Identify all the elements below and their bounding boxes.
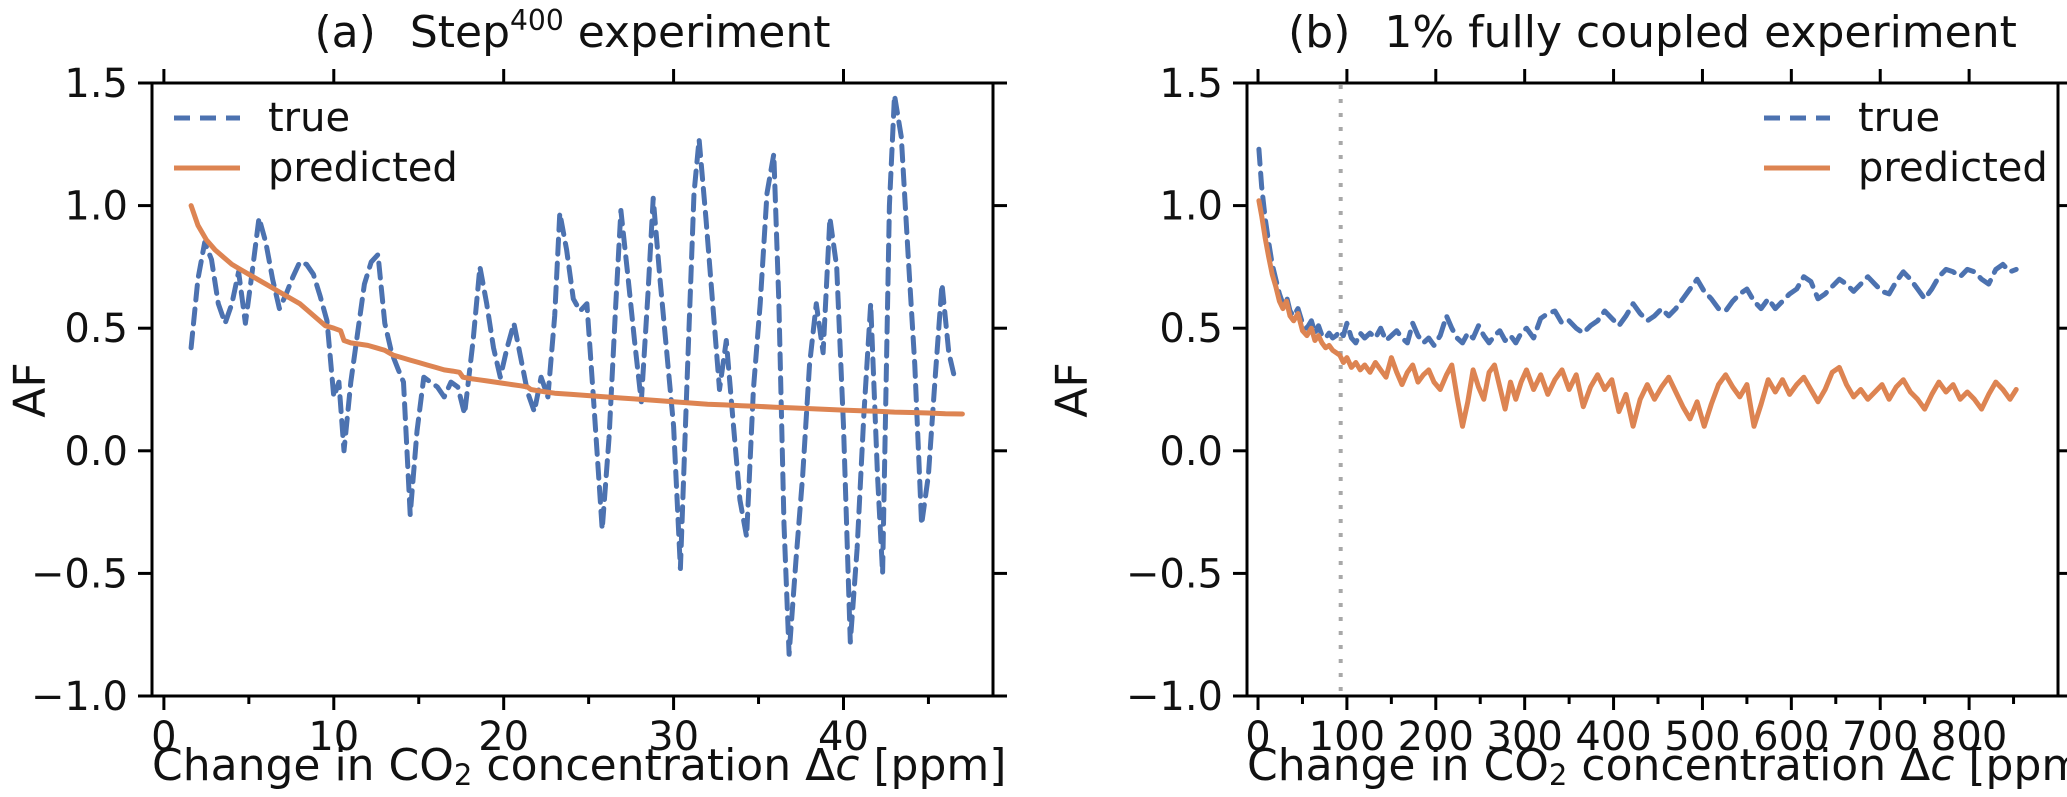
x-tick-label: 800: [1931, 714, 2007, 760]
panel-b-title-prefix: (b): [1288, 6, 1351, 58]
x-tick-label: 300: [1487, 714, 1563, 760]
x-tick-label: 30: [648, 714, 699, 760]
x-tick-label: 10: [308, 714, 359, 760]
true-dashed-line-sample: [174, 115, 240, 121]
panel-b-xlabel-italic-c: c: [1930, 740, 1955, 791]
y-tick-label: 0.0: [64, 429, 128, 475]
x-tick-label: 700: [1842, 714, 1918, 760]
panel-a-xlabel-p3: [ppm]: [859, 740, 1007, 791]
y-tick-label: 0.5: [1159, 306, 1223, 352]
predicted-solid-line-sample: [1764, 165, 1830, 171]
panel-a-title-suffix: experiment: [563, 6, 831, 58]
panel-a-xlabel-p2: concentration Δ: [472, 740, 836, 791]
y-tick-label: 1.0: [1159, 184, 1223, 230]
panel-a-legend-predicted-label: predicted: [268, 145, 458, 191]
y-tick-label: −0.5: [1126, 551, 1223, 597]
x-tick-label: 20: [478, 714, 529, 760]
panel-a-title-main: Step: [409, 6, 510, 58]
x-tick-label: 200: [1398, 714, 1474, 760]
y-tick-label: 1.5: [1159, 61, 1223, 107]
panel-a-xlabel-italic-c: c: [835, 740, 860, 791]
y-tick-label: −1.0: [1126, 674, 1223, 720]
panel-b-legend-true-label: true: [1858, 95, 1941, 141]
panel-b-plot-area: 0 100 200 300 400 500 600 700 800 1.5 1.0 0.5 0.0 −0.…: [1126, 61, 2067, 760]
panel-a-xlabel-sub: 2: [453, 758, 473, 793]
panel-a-xlabel: Change in CO2 concentration Δc [ppm]: [152, 740, 1006, 793]
panel-b-title-main: 1% fully coupled experiment: [1384, 6, 2017, 58]
panel-a-title-sup: 400: [510, 4, 564, 37]
true-dashed-line-sample: [1764, 115, 1830, 121]
panel-b-legend-row-true: true: [1762, 98, 2048, 138]
panel-b-legend: true predicted: [1762, 98, 2048, 188]
x-tick-label: 40: [818, 714, 869, 760]
panel-a-legend-true-label: true: [268, 95, 351, 141]
y-tick-label: 1.5: [64, 61, 128, 107]
panel-b-xlabel-p3: [ppm]: [1968, 740, 2067, 791]
panel-b-xlabel: Change in CO2 concentration Δc [ppm]: [1247, 740, 2067, 793]
y-tick-label: −0.5: [31, 551, 128, 597]
series-true-line: [1256, 146, 2019, 348]
y-tick-label: 0.5: [64, 306, 128, 352]
y-tick-label: −1.0: [31, 674, 128, 720]
panel-b-legend-predicted-label: predicted: [1858, 145, 2048, 191]
panel-a-title: (a) Step400 experiment: [152, 4, 993, 58]
x-tick-label: 100: [1309, 714, 1385, 760]
panel-b-title: (b) 1% fully coupled experiment: [1247, 4, 2058, 58]
spines: [150, 81, 995, 698]
panel-a-xlabel-p1: Change in CO: [152, 740, 454, 791]
x-tick-label: 0: [1245, 714, 1270, 760]
panel-b-xlabel-p1: Change in CO: [1247, 740, 1549, 791]
y-tick-label: 1.0: [64, 184, 128, 230]
series-predicted-line: [188, 203, 965, 417]
predicted-solid-line-sample: [174, 165, 240, 171]
panel-b-xlabel-p2: concentration Δ: [1567, 740, 1931, 791]
x-tick-label: 0: [151, 714, 176, 760]
panel-a-legend: true predicted: [172, 98, 458, 188]
x-tick-label: 600: [1753, 714, 1829, 760]
panel-b-legend-row-predicted: predicted: [1762, 148, 2048, 188]
panel-a-legend-row-true: true: [172, 98, 458, 138]
series-true-line: [188, 92, 959, 657]
y-tick-label: 0.0: [1159, 429, 1223, 475]
series-predicted-line: [1256, 198, 2019, 429]
panel-a-plot-area: 0 10 20 30 40 1.5 1.0 0.5 0.0 −0.5 −1.0: [31, 61, 1007, 760]
panel-b-xlabel-sub: 2: [1548, 758, 1568, 793]
panel-a-legend-row-predicted: predicted: [172, 148, 458, 188]
spines: [1245, 81, 2060, 698]
panel-a-title-prefix: (a): [314, 6, 376, 58]
x-tick-label: 400: [1575, 714, 1651, 760]
x-tick-label: 500: [1664, 714, 1740, 760]
